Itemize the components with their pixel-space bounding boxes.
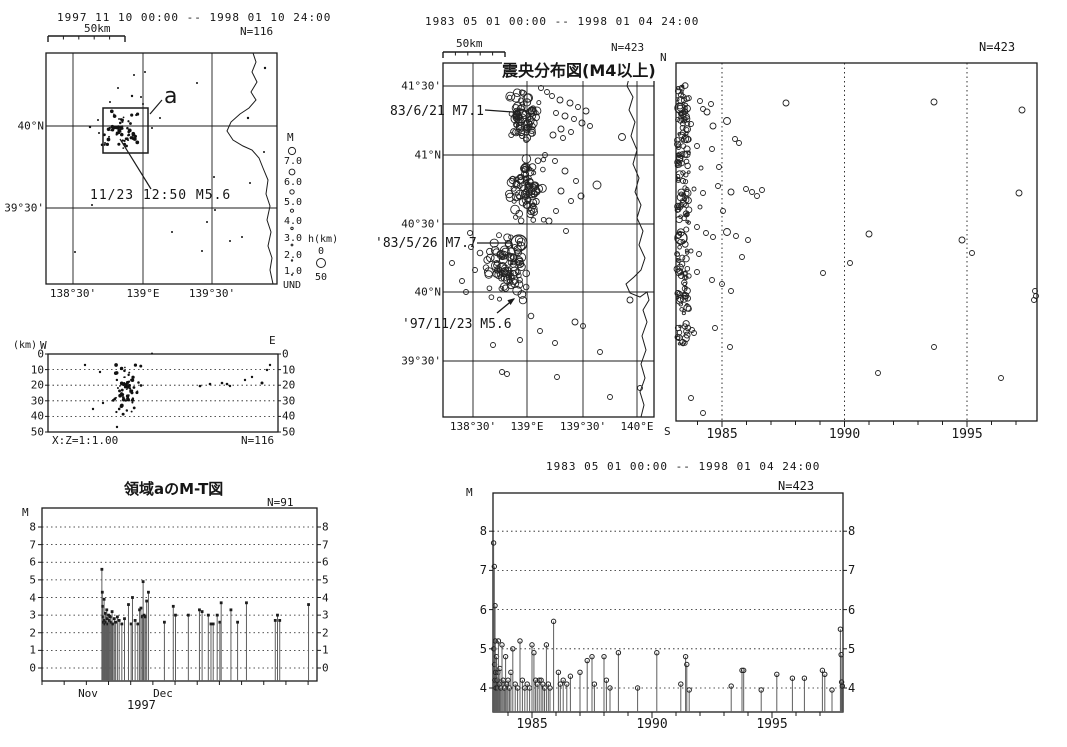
region-map-1997	[45, 35, 326, 285]
epicenter-map-m4plus	[442, 51, 655, 418]
event-annotation-m71: 83/6/21 M7.1	[390, 104, 484, 119]
epicenter-map-event-count: N=423	[611, 41, 645, 54]
region-a-mt-magnitude-label: M	[22, 506, 29, 519]
depth-event-count: N=116	[241, 434, 275, 447]
epicenter-map-date-range: 1983 05 01 00:00 -- 1998 01 04 24:00	[425, 15, 700, 28]
mt-all-date-range: 1983 05 01 00:00 -- 1998 01 04 24:00	[546, 460, 821, 473]
depth-scale-ratio: X:Z=1:1.00	[52, 434, 119, 447]
depth-cross-section	[45, 352, 281, 433]
mt-all-magnitude-label: M	[466, 486, 473, 499]
mainshock-annotation-1997: 11/23 12:50 M5.6	[90, 188, 232, 203]
event-annotation-m77: '83/5/26 M7.7	[375, 236, 477, 251]
region-a-mt-title: 領域aのM-T図	[124, 480, 224, 498]
epicenter-map-title: 震央分布図(M4以上)	[502, 57, 656, 81]
north-label: N	[660, 51, 667, 64]
mt-plot-all-events	[489, 492, 847, 718]
time-lat-event-count: N=423	[979, 40, 1016, 54]
depth-west-label: W	[40, 339, 47, 352]
region-map-scalebar-label: 50km	[84, 22, 111, 35]
depth-axis-unit: (km)	[13, 340, 38, 351]
region-a-mt-year-label: 1997	[127, 698, 156, 712]
epicenter-map-scalebar-label: 50km	[456, 37, 483, 50]
region-map-date-range: 1997 11 10 00:00 -- 1998 01 10 24:00	[57, 11, 332, 24]
latitude-time-plot	[673, 62, 1039, 427]
event-annotation-m56: '97/11/23 M5.6	[402, 317, 512, 332]
mt-all-event-count: N=423	[778, 479, 815, 493]
region-a-mt-count: N=91	[267, 496, 294, 509]
mt-plot-region-a	[38, 507, 321, 685]
region-map-event-count: N=116	[240, 25, 274, 38]
south-label: S	[664, 425, 671, 438]
depth-east-label: E	[269, 334, 276, 347]
region-a-box-label: a	[164, 84, 178, 109]
